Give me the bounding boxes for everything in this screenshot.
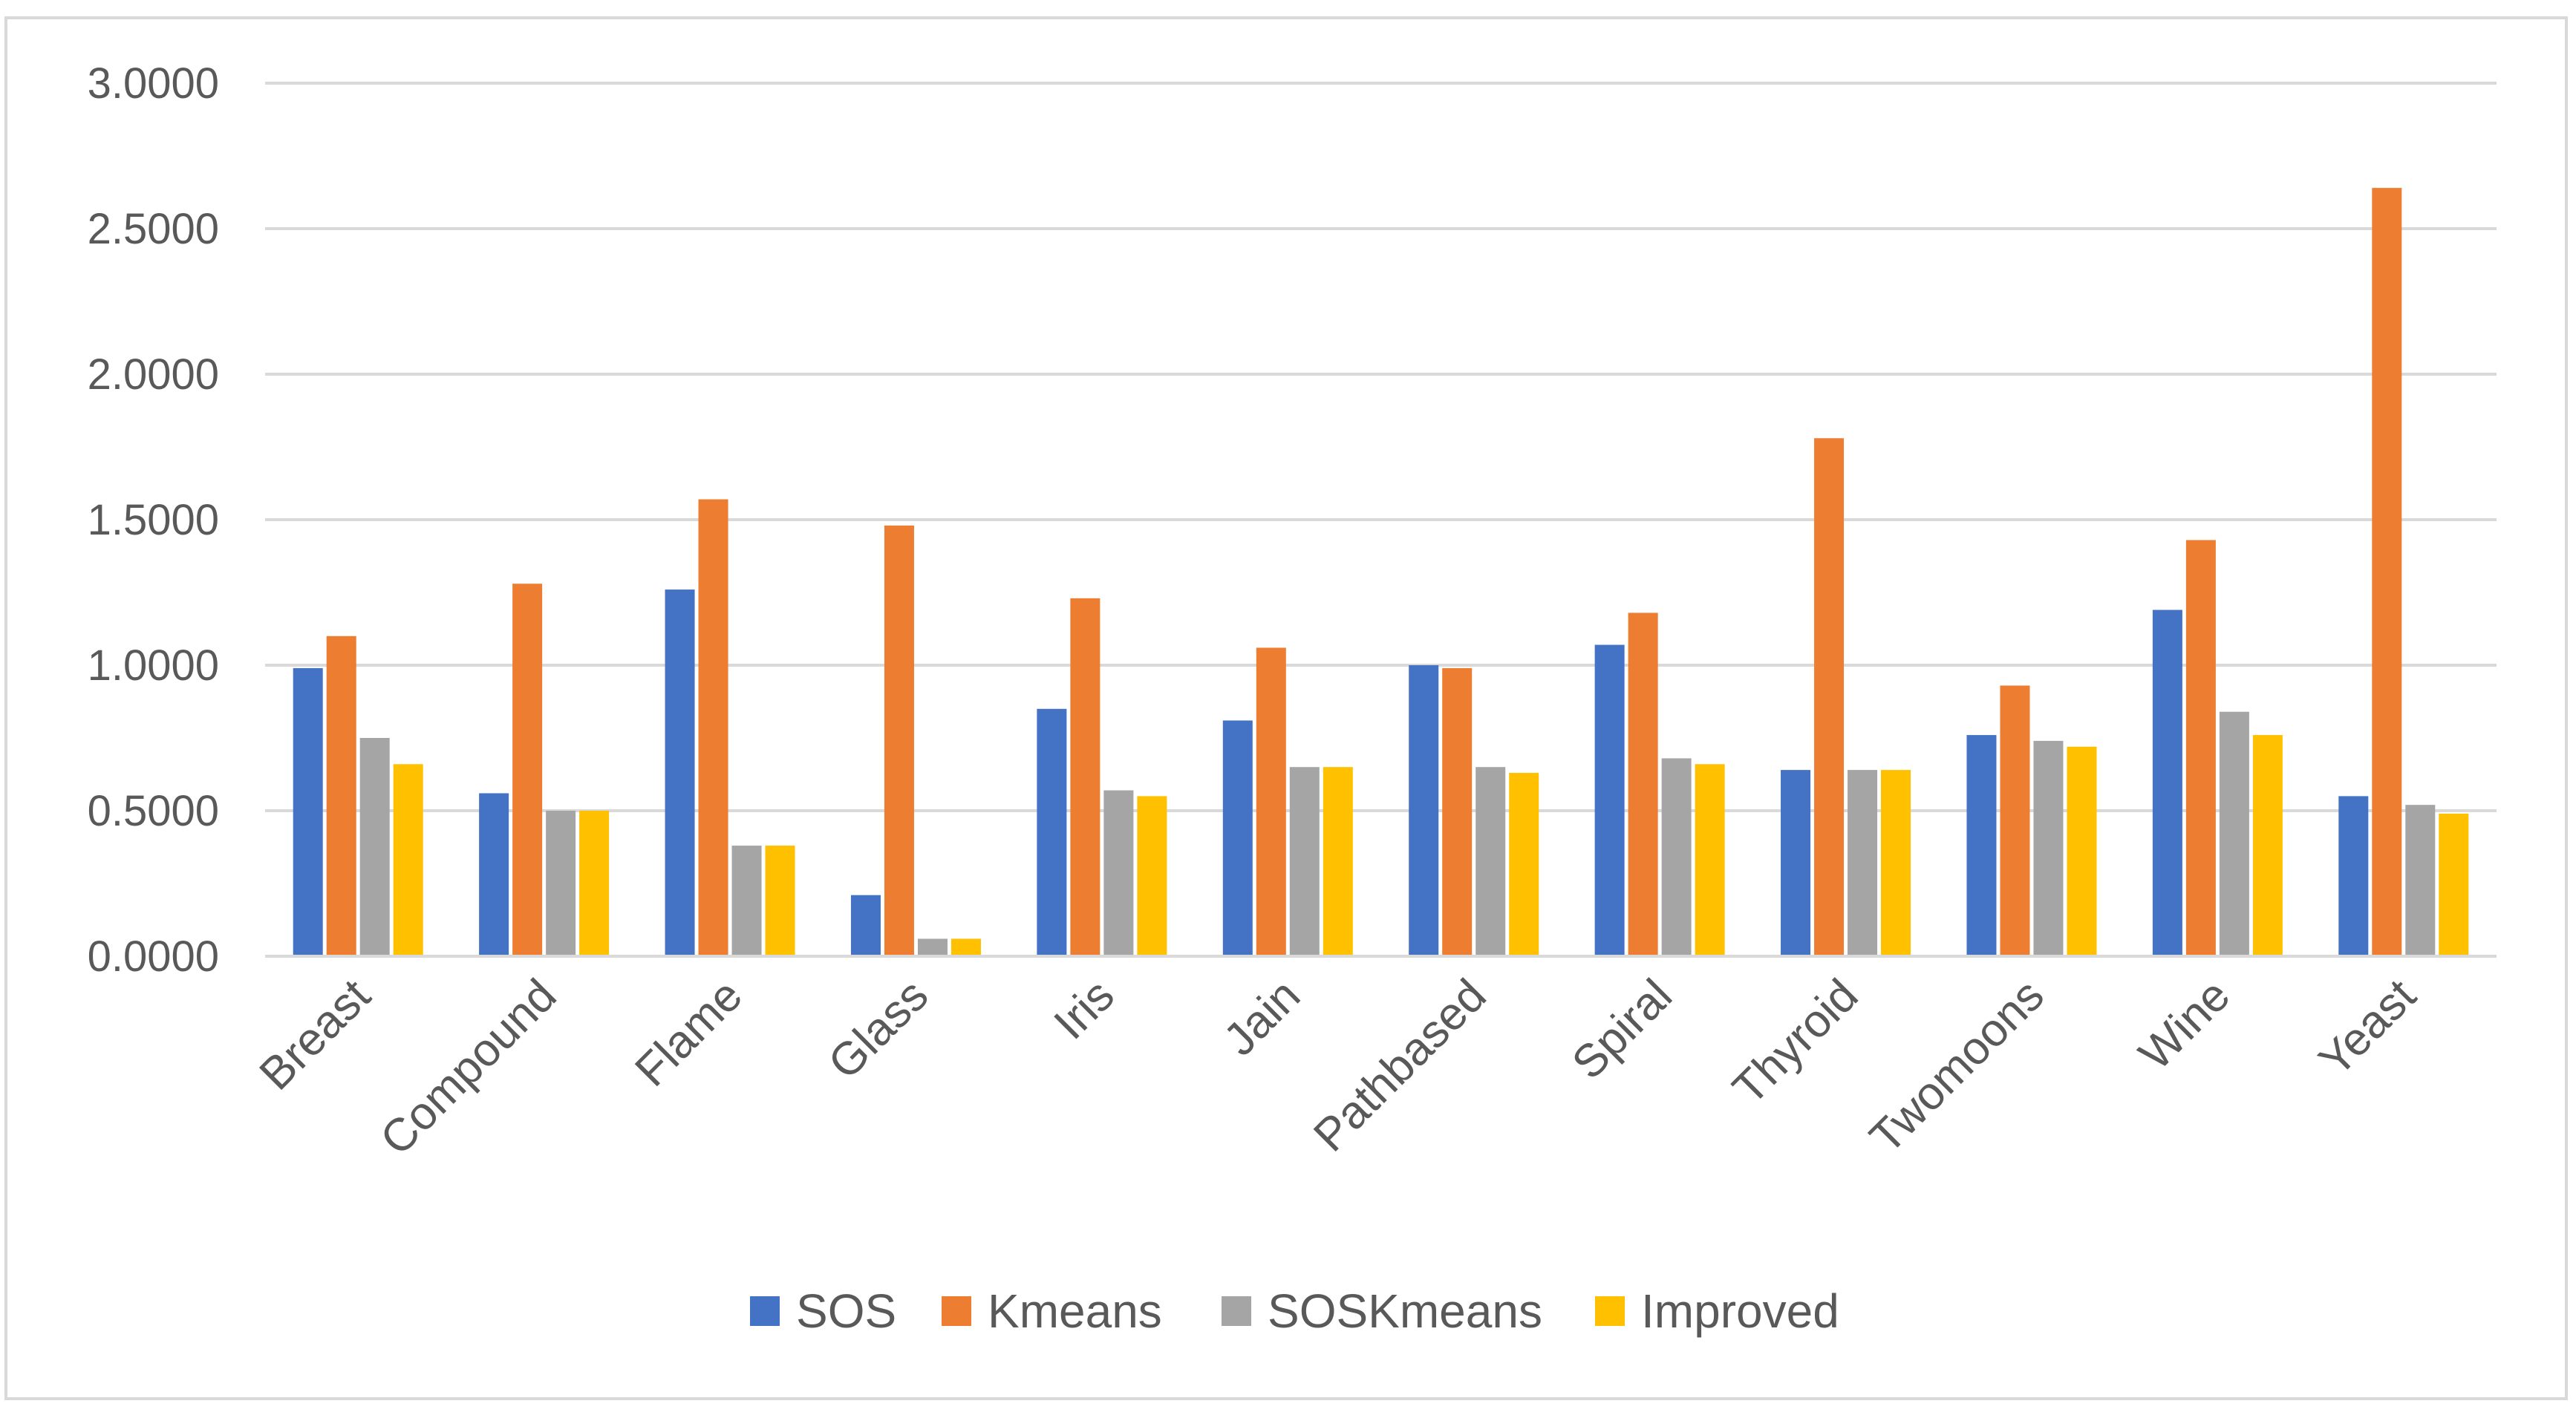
bar-soskmeans-wine xyxy=(2219,711,2249,956)
bar-sos-iris xyxy=(1037,708,1067,956)
bar-sos-wine xyxy=(2152,610,2182,956)
bar-kmeans-thyroid xyxy=(1814,438,1845,956)
bar-soskmeans-pathbased xyxy=(1476,767,1506,956)
bar-improved-pathbased xyxy=(1509,773,1539,956)
x-tick-label: Thyroid xyxy=(1723,970,1868,1114)
bar-kmeans-spiral xyxy=(1628,612,1658,956)
bar-improved-yeast xyxy=(2439,813,2469,956)
bar-kmeans-jain xyxy=(1256,647,1286,956)
bar-improved-spiral xyxy=(1695,764,1725,956)
bar-sos-glass xyxy=(850,895,881,956)
bar-improved-iris xyxy=(1137,796,1167,956)
bar-improved-jain xyxy=(1323,767,1353,956)
bar-improved-compound xyxy=(579,811,610,956)
x-tick-label: Twomoons xyxy=(1860,970,2054,1163)
bar-sos-pathbased xyxy=(1409,665,1439,956)
y-tick-label: 1.5000 xyxy=(88,496,219,544)
bar-soskmeans-glass xyxy=(917,938,948,956)
legend-label-sos: SOS xyxy=(796,1284,896,1338)
bar-soskmeans-jain xyxy=(1289,767,1320,956)
bar-sos-breast xyxy=(293,667,323,956)
legend-label-kmeans: Kmeans xyxy=(988,1284,1162,1338)
legend-label-soskmeans: SOSKmeans xyxy=(1268,1284,1542,1338)
legend-label-improved: Improved xyxy=(1641,1284,1839,1338)
y-tick-label: 2.0000 xyxy=(88,350,219,399)
bar-kmeans-iris xyxy=(1070,598,1100,956)
bar-kmeans-pathbased xyxy=(1442,667,1473,956)
x-tick-label: Wine xyxy=(2130,970,2240,1080)
x-tick-label: Pathbased xyxy=(1304,970,1496,1161)
bar-improved-flame xyxy=(765,846,795,956)
bar-soskmeans-yeast xyxy=(2405,805,2436,956)
y-tick-label: 2.5000 xyxy=(88,205,219,253)
bar-improved-breast xyxy=(393,764,423,956)
bar-soskmeans-thyroid xyxy=(1848,770,1878,956)
bar-kmeans-glass xyxy=(884,525,914,956)
bars xyxy=(293,188,2469,956)
bar-kmeans-compound xyxy=(512,584,543,956)
y-tick-label: 0.0000 xyxy=(88,932,219,981)
bar-soskmeans-spiral xyxy=(1661,758,1692,956)
bar-kmeans-wine xyxy=(2185,540,2216,956)
bar-soskmeans-compound xyxy=(546,811,576,956)
bar-sos-spiral xyxy=(1594,644,1625,956)
bar-sos-compound xyxy=(479,793,509,956)
legend-swatch-improved xyxy=(1595,1296,1625,1326)
y-axis-ticks: 0.0000 0.5000 1.0000 1.5000 2.0000 2.5000 3.00… xyxy=(88,59,219,981)
bar-soskmeans-breast xyxy=(359,738,390,956)
bar-sos-thyroid xyxy=(1781,770,1811,956)
legend-swatch-kmeans xyxy=(942,1296,971,1326)
bar-soskmeans-flame xyxy=(731,846,762,956)
bar-soskmeans-twomoons xyxy=(2033,740,2064,956)
x-tick-label: Yeast xyxy=(2309,970,2426,1086)
bar-sos-twomoons xyxy=(1966,735,1997,956)
bar-kmeans-yeast xyxy=(2372,188,2402,956)
y-tick-label: 0.5000 xyxy=(88,787,219,835)
bar-improved-wine xyxy=(2252,735,2283,956)
bar-improved-glass xyxy=(950,938,981,956)
bar-kmeans-twomoons xyxy=(2000,685,2030,956)
x-tick-label: Jain xyxy=(1214,970,1310,1065)
bar-soskmeans-iris xyxy=(1103,790,1134,956)
x-tick-label: Glass xyxy=(819,970,939,1089)
bar-kmeans-flame xyxy=(698,499,728,956)
legend: SOS Kmeans SOSKmeans Improved xyxy=(750,1284,1839,1338)
x-tick-label: Iris xyxy=(1045,970,1124,1049)
bar-improved-thyroid xyxy=(1881,770,1911,956)
bar-kmeans-breast xyxy=(326,636,356,956)
bar-sos-yeast xyxy=(2338,796,2369,956)
bar-sos-flame xyxy=(665,589,695,956)
gridlines xyxy=(265,82,2497,812)
y-tick-label: 3.0000 xyxy=(88,59,219,108)
bar-improved-twomoons xyxy=(2067,746,2097,956)
chart-frame xyxy=(4,16,2568,1400)
bar-sos-jain xyxy=(1222,720,1253,956)
legend-swatch-sos xyxy=(750,1296,780,1326)
y-tick-label: 1.0000 xyxy=(88,641,219,690)
x-tick-label: Breast xyxy=(250,970,381,1100)
legend-swatch-soskmeans xyxy=(1222,1296,1251,1326)
x-tick-label: Spiral xyxy=(1562,970,1682,1089)
x-tick-label: Flame xyxy=(625,970,752,1097)
x-tick-label: Compound xyxy=(371,970,566,1165)
